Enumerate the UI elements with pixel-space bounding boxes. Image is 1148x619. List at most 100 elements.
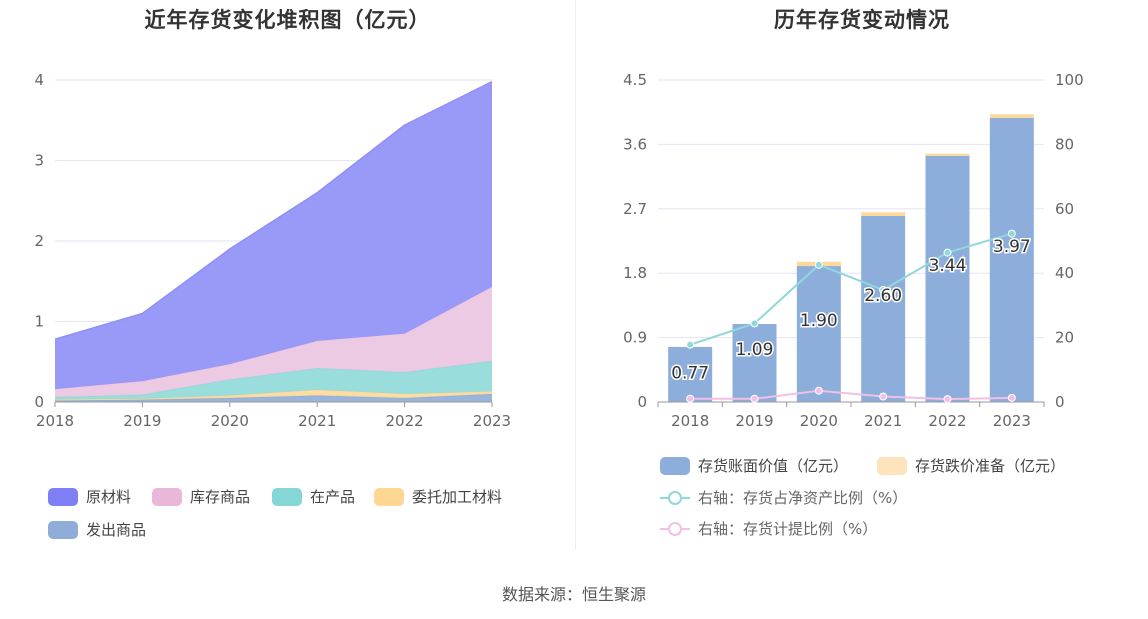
y-left-tick-label: 0	[637, 393, 647, 411]
legend-item-book-value[interactable]: 存货账面价值（亿元）	[660, 455, 848, 476]
x-tick-label: 2019	[123, 412, 161, 430]
legend-label: 原材料	[86, 488, 132, 506]
legend-item-net-asset-ratio[interactable]: 右轴：存货占净资产比例（%）	[660, 487, 907, 508]
line-net-asset-ratio	[689, 232, 1013, 346]
area-series-2	[55, 360, 492, 400]
line-point	[750, 394, 759, 403]
legend-item-finished-goods[interactable]: 库存商品	[152, 486, 250, 507]
bar-label-halo: 0.77	[671, 363, 709, 383]
legend-item-raw-materials[interactable]: 原材料	[48, 486, 131, 507]
bar-impairment	[925, 153, 970, 156]
legend-swatch	[152, 487, 182, 506]
legend-item-provision-ratio[interactable]: 右轴：存货计提比例（%）	[660, 518, 877, 539]
bar-label-halo: 1.90	[800, 311, 838, 331]
bar-label-halo: 2.60	[864, 286, 902, 306]
y-tick-label: 2	[34, 232, 44, 250]
line-point	[814, 386, 823, 395]
legend-label: 在产品	[310, 488, 356, 506]
bar-line-panel: 历年存货变动情况 0 0 0.9 20 1.8 40 2.7 60 3.6 80 4.5 100 201…	[576, 0, 1148, 560]
line-point	[879, 392, 888, 401]
bar-value-label: 3.97	[993, 237, 1031, 257]
legend-ring	[668, 490, 682, 505]
x-tick-label: 2018	[36, 412, 74, 430]
bar-book-value	[668, 346, 713, 402]
y-tick-label: 4	[34, 71, 44, 89]
line-point	[750, 319, 759, 328]
legend-item-impairment[interactable]: 存货跌价准备（亿元）	[877, 455, 1065, 476]
bar-value-label: 0.77	[671, 363, 709, 383]
line-point	[1007, 393, 1016, 402]
legend-ring	[668, 521, 682, 536]
line-point	[943, 395, 952, 404]
legend-label: 发出商品	[86, 521, 147, 539]
stacked-area-chart: 0 1 2 3 4 2018 2019 2020 2021 2022 2023	[34, 71, 511, 430]
y-right-tick-label: 100	[1055, 71, 1084, 89]
legend-item-shipped[interactable]: 发出商品	[48, 519, 146, 540]
area-series-4	[55, 81, 492, 390]
y-right-tick-label: 20	[1055, 329, 1074, 347]
y-right-tick-label: 40	[1055, 264, 1074, 282]
y-right-tick-label: 60	[1055, 200, 1074, 218]
bar-chart-title: 历年存货变动情况	[774, 8, 950, 32]
legend-label: 右轴：存货占净资产比例（%）	[698, 489, 908, 507]
bar-value-label: 1.90	[800, 311, 838, 331]
legend-line-swatch	[660, 520, 690, 538]
legend-label: 存货跌价准备（亿元）	[915, 457, 1066, 475]
bar-label-halo: 3.97	[993, 237, 1031, 257]
x-tick-label: 2022	[928, 412, 966, 430]
bar-book-value	[796, 266, 841, 402]
data-source: 数据来源：恒生聚源	[501, 585, 646, 604]
x-tick-label: 2018	[671, 412, 709, 430]
y-left-tick-label: 0.9	[623, 329, 647, 347]
bar-book-value	[989, 117, 1034, 403]
bar-impairment	[989, 114, 1034, 118]
bar-label-halo: 1.09	[736, 340, 774, 360]
line-point	[686, 340, 695, 349]
stacked-area-panel: 近年存货变化堆积图（亿元） 0 1 2 3 4 2018 2019 2020 2021 2022 2…	[0, 0, 575, 560]
line-provision-ratio	[690, 389, 1012, 401]
bar-book-value	[861, 215, 906, 402]
y-right-tick-label: 0	[1055, 393, 1065, 411]
x-tick-label: 2019	[735, 412, 773, 430]
legend-label: 委托加工材料	[412, 488, 503, 506]
area-legend: 原材料 库存商品 在产品 委托加工材料 发出商品	[48, 486, 568, 546]
y-left-tick-label: 2.7	[623, 200, 647, 218]
area-chart-title: 近年存货变化堆积图（亿元）	[144, 8, 431, 32]
bar-label-halo: 3.44	[929, 256, 967, 276]
y-left-tick-label: 3.6	[623, 135, 647, 153]
x-tick-label: 2022	[386, 412, 424, 430]
legend-label: 存货账面价值（亿元）	[698, 457, 849, 475]
line-point	[1007, 229, 1016, 238]
bar-value-label: 1.09	[736, 340, 774, 360]
bar-value-label: 2.60	[864, 286, 902, 306]
y-right-tick-label: 80	[1055, 135, 1074, 153]
legend-swatch	[48, 487, 78, 506]
legend-swatch	[272, 487, 302, 506]
line-point	[814, 260, 823, 269]
y-left-tick-label: 1.8	[623, 264, 647, 282]
bar-book-value	[732, 324, 777, 402]
line-point	[686, 394, 695, 403]
area-series-0	[55, 393, 492, 402]
line-point	[879, 285, 888, 294]
x-tick-label: 2020	[211, 412, 249, 430]
panel-divider	[575, 0, 576, 550]
legend-line-swatch	[660, 489, 690, 507]
legend-item-wip[interactable]: 在产品	[272, 486, 355, 507]
legend-swatch	[48, 520, 78, 539]
x-tick-label: 2021	[298, 412, 336, 430]
bar-legend: 存货账面价值（亿元） 存货跌价准备（亿元） 右轴：存货占净资产比例（%） 右轴：…	[660, 455, 1140, 545]
legend-label: 右轴：存货计提比例（%）	[698, 520, 878, 538]
area-edge-4	[54, 80, 493, 340]
legend-swatch	[660, 456, 690, 475]
bar-line-chart: 0 0 0.9 20 1.8 40 2.7 60 3.6 80 4.5 100 2018 2019 2020…	[623, 71, 1084, 430]
y-tick-label: 1	[34, 313, 44, 331]
y-tick-label: 0	[34, 393, 44, 411]
bar-impairment	[861, 212, 906, 216]
legend-label: 库存商品	[190, 488, 251, 506]
y-tick-label: 3	[34, 152, 44, 170]
legend-item-consigned[interactable]: 委托加工材料	[374, 486, 502, 507]
legend-swatch	[374, 487, 404, 506]
area-series-3	[55, 286, 492, 398]
x-tick-label: 2020	[800, 412, 838, 430]
